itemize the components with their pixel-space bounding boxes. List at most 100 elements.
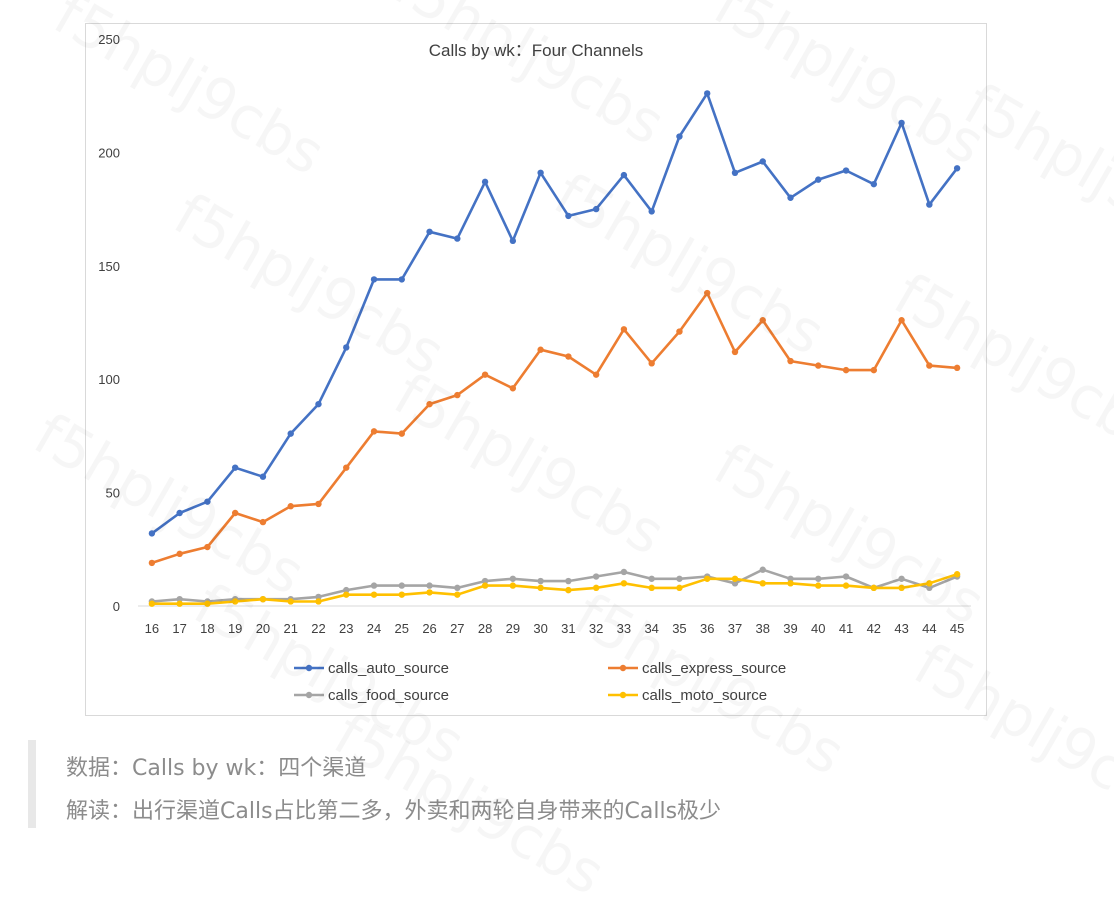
x-tick-label: 16 [145, 621, 159, 636]
data-point-calls_auto_source [704, 90, 711, 97]
x-tick-label: 40 [811, 621, 825, 636]
legend-label: calls_express_source [642, 660, 786, 677]
data-point-calls_express_source [731, 348, 739, 356]
data-point-calls_food_source [620, 568, 628, 576]
data-point-calls_express_source [759, 317, 766, 324]
quote-bar [28, 740, 36, 828]
x-tick-label: 39 [783, 621, 797, 636]
data-point-calls_express_source [870, 366, 878, 374]
x-tick-label: 37 [728, 621, 742, 636]
data-point-calls_express_source [231, 509, 239, 517]
data-point-calls_moto_source [676, 584, 683, 592]
data-point-calls_moto_source [704, 575, 711, 582]
series-line-calls_express_source [150, 291, 959, 565]
data-point-calls_express_source [398, 430, 405, 437]
data-point-calls_express_source [648, 360, 655, 367]
data-point-calls_food_source [815, 575, 822, 582]
data-point-calls_auto_source [898, 119, 905, 127]
data-point-calls_moto_source [870, 584, 878, 592]
data-point-calls_express_source [704, 289, 711, 297]
data-point-calls_express_source [509, 385, 517, 392]
data-point-calls_moto_source [176, 600, 183, 607]
data-point-calls_food_source [509, 575, 517, 582]
data-point-calls_express_source [592, 371, 600, 378]
data-point-calls_express_source [565, 353, 572, 360]
data-point-calls_moto_source [759, 580, 766, 587]
data-point-calls_moto_source [565, 586, 572, 594]
data-point-calls_express_source [898, 317, 905, 324]
data-point-calls_auto_source [565, 212, 572, 220]
legend-label: calls_food_source [328, 687, 449, 704]
data-point-calls_food_source [565, 577, 572, 585]
data-point-calls_moto_source [481, 582, 489, 589]
x-tick-label: 36 [700, 621, 714, 636]
data-point-calls_auto_source [676, 133, 683, 140]
legend-label: calls_auto_source [328, 660, 449, 677]
x-tick-label: 42 [867, 621, 881, 636]
caption-data-source: 数据：Calls by wk：四个渠道 [66, 756, 367, 781]
x-tick-label: 19 [228, 621, 242, 636]
x-tick-label: 35 [672, 621, 686, 636]
x-tick-label: 44 [922, 621, 936, 636]
data-point-calls_moto_source [953, 571, 961, 578]
data-point-calls_express_source [287, 503, 294, 510]
data-point-calls_food_source [592, 573, 600, 580]
x-tick-label: 29 [506, 621, 520, 636]
caption-interpretation: 解读：出行渠道Calls占比第二多，外卖和两轮自身带来的Calls极少 [66, 799, 722, 824]
data-point-calls_auto_source [870, 180, 878, 188]
data-point-calls_food_source [176, 595, 183, 603]
data-point-calls_food_source [676, 575, 683, 582]
x-tick-label: 33 [617, 621, 631, 636]
data-point-calls_food_source [315, 593, 322, 601]
legend-swatch-marker [305, 664, 313, 672]
data-point-calls_auto_source [204, 498, 211, 505]
legend-label: calls_moto_source [642, 687, 767, 704]
data-point-calls_auto_source [953, 165, 961, 172]
data-point-calls_express_source [343, 464, 350, 471]
data-point-calls_auto_source [426, 228, 433, 235]
series-line-calls_moto_source [150, 572, 959, 606]
data-point-calls_express_source [537, 346, 544, 353]
data-point-calls_auto_source [231, 464, 239, 471]
data-point-calls_express_source [815, 362, 822, 369]
x-tick-label: 22 [311, 621, 325, 636]
data-point-calls_auto_source [759, 158, 766, 165]
data-point-calls_moto_source [204, 600, 211, 607]
series-line-calls_food_source [150, 568, 959, 603]
data-point-calls_moto_source [509, 582, 517, 589]
x-tick-label: 30 [533, 621, 547, 636]
data-point-calls_moto_source [343, 591, 350, 598]
data-point-calls_auto_source [509, 237, 517, 245]
x-tick-label: 18 [200, 621, 214, 636]
x-tick-label: 31 [561, 621, 575, 636]
data-point-calls_moto_source [537, 584, 544, 592]
data-point-calls_auto_source [315, 400, 322, 408]
line-chart: Calls by wk：Four Channels 0 50 100 150 200 250… [98, 32, 971, 704]
data-point-calls_auto_source [926, 201, 933, 208]
legend-swatch-marker [305, 691, 313, 699]
data-point-calls_food_source [842, 573, 850, 580]
y-tick-label: 150 [98, 259, 120, 274]
data-point-calls_auto_source [537, 169, 544, 177]
chart-title: Calls by wk：Four Channels [429, 41, 643, 60]
x-tick-label: 24 [367, 621, 381, 636]
data-point-calls_food_source [648, 575, 655, 582]
x-tick-label: 34 [644, 621, 658, 636]
data-point-calls_moto_source [370, 591, 378, 598]
x-tick-label: 43 [894, 621, 908, 636]
data-point-calls_auto_source [287, 430, 294, 437]
x-tick-label: 25 [395, 621, 409, 636]
data-point-calls_moto_source [815, 582, 822, 589]
chart-container: Calls by wk：Four Channels 0 50 100 150 200 250… [85, 23, 987, 716]
y-tick-label: 50 [106, 486, 120, 501]
data-point-calls_auto_source [148, 530, 156, 537]
y-tick-label: 0 [113, 599, 120, 614]
data-point-calls_express_source [315, 500, 322, 508]
data-point-calls_express_source [148, 559, 156, 567]
data-point-calls_auto_source [454, 235, 461, 242]
data-point-calls_food_source [398, 582, 405, 589]
x-tick-label: 32 [589, 621, 603, 636]
x-tick-label: 20 [256, 621, 270, 636]
data-point-calls_food_source [898, 575, 905, 582]
data-point-calls_food_source [481, 577, 489, 585]
